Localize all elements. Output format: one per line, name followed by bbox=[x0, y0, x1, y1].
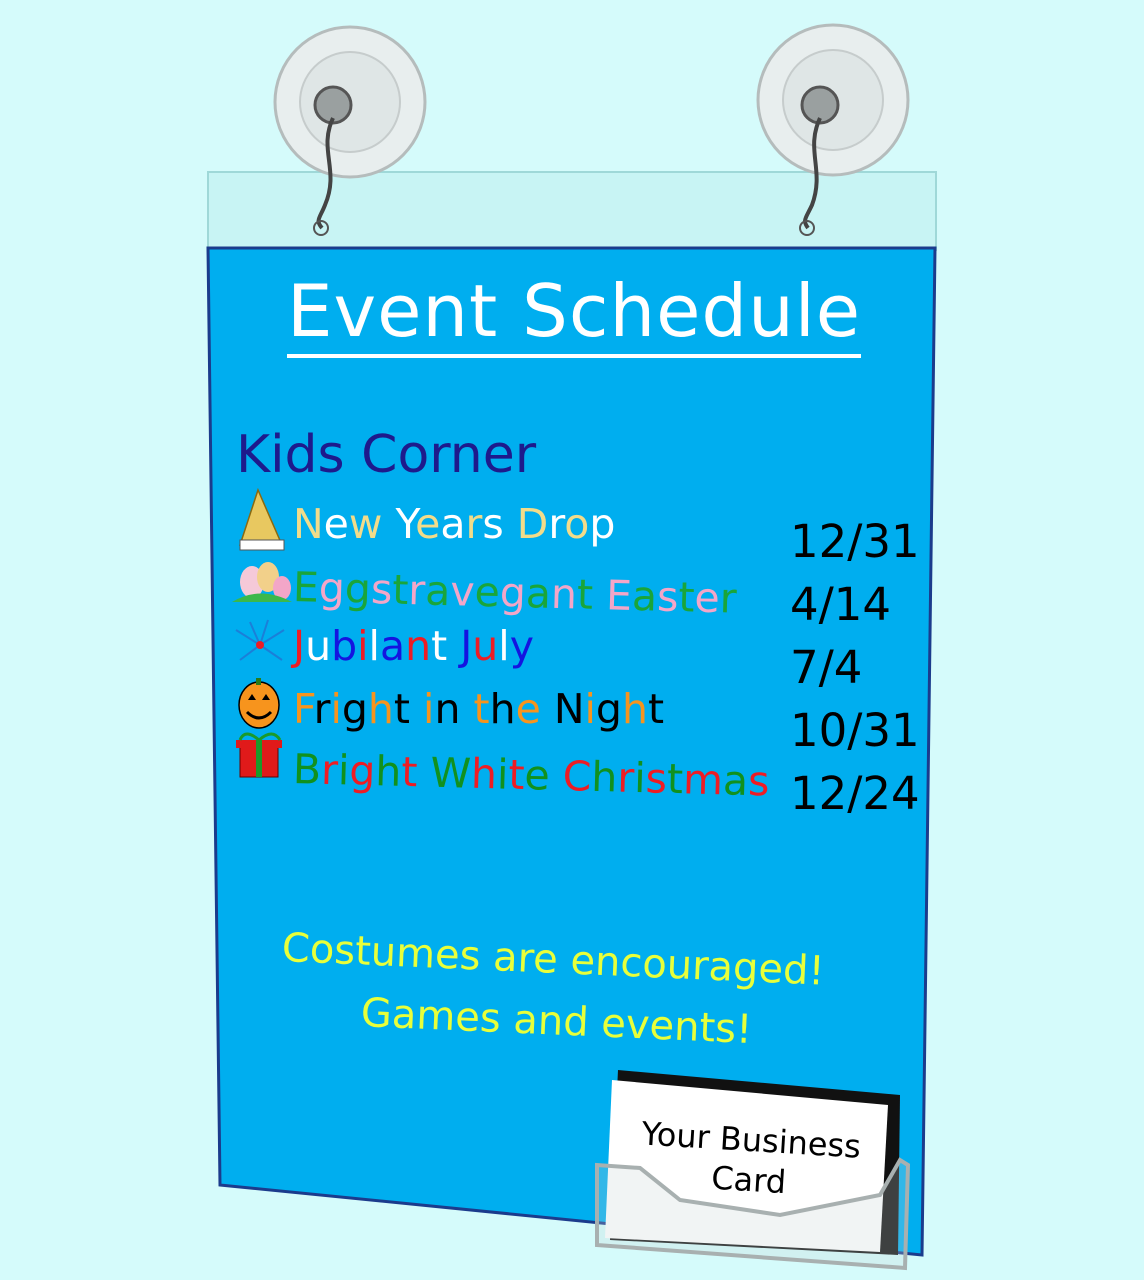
business-card-holder bbox=[595, 1070, 911, 1271]
party-hat-icon bbox=[238, 487, 285, 551]
fireworks-icon bbox=[235, 619, 285, 661]
jack-o-lantern-icon bbox=[238, 678, 280, 729]
gift-box-icon bbox=[236, 732, 282, 778]
page-title: Event Schedule bbox=[287, 268, 862, 358]
event-date: 10/31 bbox=[790, 704, 920, 757]
event-date: 7/4 bbox=[790, 641, 863, 694]
suction-cup-right-icon bbox=[756, 23, 910, 236]
sign-panel bbox=[206, 246, 937, 1257]
acrylic-top-strip bbox=[207, 171, 937, 251]
event-date: 4/14 bbox=[790, 578, 892, 631]
suction-cup-left-icon bbox=[273, 25, 427, 236]
easter-eggs-icon bbox=[232, 562, 292, 602]
event-name: Fright in the Night bbox=[293, 685, 665, 733]
section-heading: Kids Corner bbox=[236, 425, 537, 485]
business-card-text: Your Business Card bbox=[640, 1114, 862, 1202]
event-name: Jubilant July bbox=[293, 622, 534, 670]
event-date: 12/31 bbox=[790, 515, 920, 568]
event-date: 12/24 bbox=[790, 767, 920, 820]
event-name: New Years Drop bbox=[293, 500, 616, 548]
